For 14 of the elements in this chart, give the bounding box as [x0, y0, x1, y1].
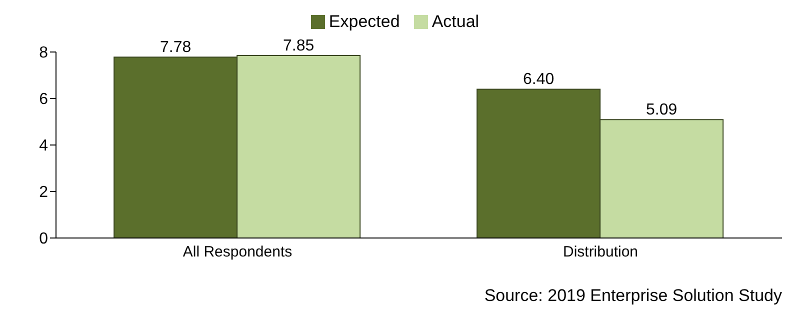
y-tick-label: 8	[39, 44, 48, 62]
x-tick-label: All Respondents	[182, 244, 292, 261]
source-note: Source: 2019 Enterprise Solution Study	[483, 286, 782, 306]
y-tick-label: 0	[39, 230, 48, 248]
y-tick-label: 6	[39, 91, 48, 108]
y-tick-label: 4	[39, 138, 48, 155]
legend-label: Actual	[432, 12, 480, 32]
legend-label: Expected	[328, 12, 400, 32]
data-label: 7.85	[283, 37, 314, 54]
x-tick-label: Distribution	[562, 244, 638, 261]
data-label: 5.09	[646, 102, 678, 119]
y-tick-label: 2	[39, 184, 48, 202]
data-label: 6.40	[523, 71, 554, 88]
data-label: 7.78	[160, 39, 192, 56]
